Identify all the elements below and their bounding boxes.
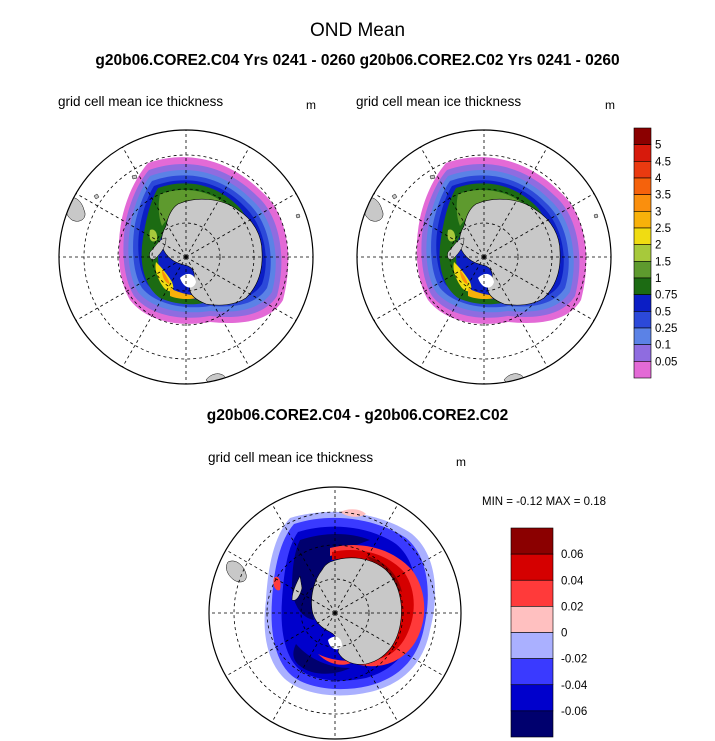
right-panel-label: grid cell mean ice thickness [356, 94, 522, 109]
thickness-colorbar-tick-label: 1.5 [655, 256, 671, 268]
difference-colorbar-swatch [510, 684, 554, 712]
right-panel-unit: m [605, 98, 615, 112]
thickness-colorbar-swatch [633, 361, 652, 379]
thickness-colorbar-tick-label: 0.05 [655, 356, 677, 368]
difference-colorbar-swatch [510, 579, 554, 607]
thickness-colorbar-tick-label: 0.1 [655, 340, 671, 352]
difference-map-graticule [209, 487, 461, 739]
difference-colorbar: 0.06 0.04 0.02 0 -0.02 -0.04 -0.06 [510, 527, 588, 738]
thickness-colorbar-tick-label: 5 [655, 140, 661, 152]
thickness-colorbar-swatch [633, 144, 652, 162]
difference-colorbar-swatch [510, 527, 554, 555]
right-map-graticule [357, 130, 611, 384]
difference-colorbar-tick-label: 0 [561, 628, 567, 640]
thickness-colorbar-swatch [633, 161, 652, 179]
difference-colorbar-tick-label: -0.06 [561, 706, 587, 718]
page-title: OND Mean [309, 20, 406, 41]
thickness-colorbar-tick-label: 2 [655, 240, 661, 252]
thickness-colorbar-swatch [633, 344, 652, 362]
thickness-colorbar-tick-label: 3.5 [655, 190, 671, 202]
difference-colorbar-tick-label: -0.02 [561, 654, 587, 666]
thickness-colorbar-tick-label: 4.5 [655, 156, 671, 168]
difference-colorbar-swatch [510, 710, 554, 738]
difference-colorbar-swatch [510, 658, 554, 686]
thickness-colorbar-swatch [633, 227, 652, 245]
difference-polar-map [208, 486, 462, 740]
difference-min-max-stats: MIN = -0.12 MAX = 0.18 [482, 496, 607, 508]
thickness-colorbar-tick-label: 2.5 [655, 223, 671, 235]
difference-colorbar-swatch [510, 553, 554, 581]
thickness-colorbar-swatch [633, 261, 652, 279]
difference-colorbar-swatch [510, 606, 554, 633]
thickness-colorbar-tick-label: 0.25 [655, 323, 677, 335]
left-map-graticule [59, 130, 313, 384]
difference-colorbar-tick-label: 0.02 [561, 601, 583, 613]
thickness-colorbar-swatch [633, 294, 652, 312]
left-panel-unit: m [306, 98, 316, 112]
thickness-colorbar-tick-label: 0.75 [655, 290, 677, 302]
thickness-colorbar-swatch [633, 194, 652, 212]
thickness-colorbar-tick-label: 3 [655, 206, 661, 218]
thickness-colorbar-tick-label: 4 [655, 173, 662, 185]
thickness-colorbar-tick-label: 0.5 [655, 306, 671, 318]
thickness-colorbar-swatch [633, 177, 652, 195]
difference-colorbar-tick-label: 0.06 [561, 549, 583, 561]
left-panel-label: grid cell mean ice thickness [58, 94, 224, 109]
difference-colorbar-tick-label: 0.04 [561, 575, 584, 587]
difference-panel-unit: m [456, 455, 466, 469]
thickness-colorbar-tick-label: 1 [655, 273, 661, 285]
difference-colorbar-tick-label: -0.04 [561, 680, 588, 692]
thickness-colorbar-swatch [633, 327, 652, 345]
left-polar-map [58, 129, 314, 385]
thickness-colorbar-swatch [633, 211, 652, 229]
difference-title: g20b06.CORE2.C04 - g20b06.CORE2.C02 [206, 407, 509, 424]
thickness-colorbar-swatch [633, 244, 652, 262]
right-polar-map [356, 129, 612, 385]
thickness-colorbar: 5 4.5 4 3.5 3 2.5 2 1.5 1 0.75 0.5 0.25 0.1 0.05 [633, 127, 677, 379]
page-subtitle: g20b06.CORE2.C04 Yrs 0241 - 0260 g20b06.… [95, 52, 620, 69]
thickness-colorbar-swatch [633, 127, 652, 145]
thickness-colorbar-swatch [633, 277, 652, 295]
difference-colorbar-swatch [510, 632, 554, 659]
thickness-colorbar-swatch [633, 311, 652, 329]
difference-panel-label: grid cell mean ice thickness [208, 450, 374, 465]
